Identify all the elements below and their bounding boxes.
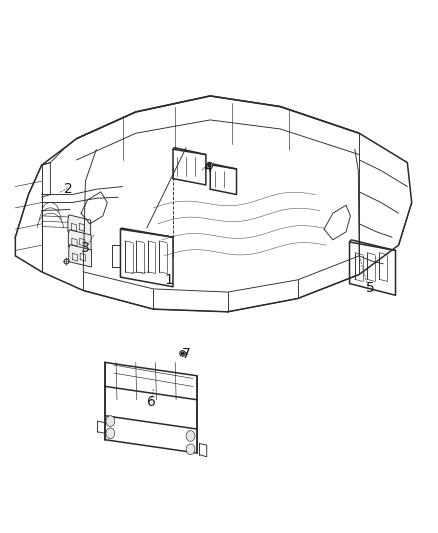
Polygon shape bbox=[68, 215, 91, 237]
Circle shape bbox=[106, 428, 115, 439]
Text: 2: 2 bbox=[64, 182, 72, 196]
Polygon shape bbox=[69, 245, 92, 267]
Polygon shape bbox=[68, 230, 91, 252]
Circle shape bbox=[186, 444, 195, 455]
Text: 1: 1 bbox=[164, 273, 173, 287]
Text: 5: 5 bbox=[366, 281, 374, 295]
Circle shape bbox=[106, 416, 115, 426]
Circle shape bbox=[186, 431, 195, 441]
Text: 7: 7 bbox=[182, 348, 191, 361]
Text: 3: 3 bbox=[81, 241, 90, 255]
Text: 4: 4 bbox=[204, 161, 212, 175]
Text: 6: 6 bbox=[147, 395, 155, 409]
